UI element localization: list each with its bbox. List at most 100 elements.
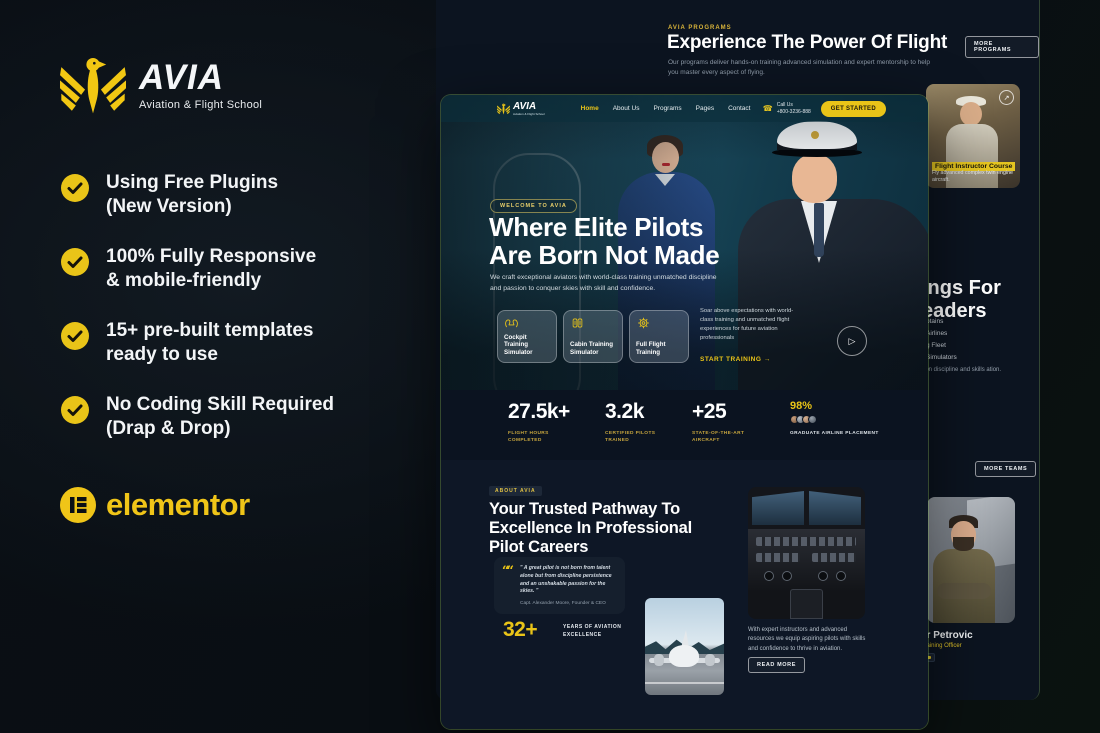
get-started-button[interactable]: GET STARTED — [820, 100, 886, 117]
center-console-shape — [790, 589, 823, 619]
stat-value: +25 — [692, 400, 727, 423]
cockpit-dash-shape — [748, 529, 865, 619]
check-icon — [61, 322, 89, 350]
card-label: Cockpit Training Simulator — [504, 333, 533, 356]
start-training-link[interactable]: START TRAINING → — [700, 356, 771, 363]
feature-list: Using Free Plugins (New Version) 100% Ful… — [61, 171, 411, 467]
play-icon: ▷ — [848, 335, 856, 346]
card-cockpit-training[interactable]: Cockpit Training Simulator — [497, 310, 557, 363]
check-icon — [61, 396, 89, 424]
about-body-text: With expert instructors and advanced res… — [748, 627, 866, 652]
site-navbar: AVIA Aviation & Flight School Home About… — [441, 95, 928, 122]
front-site-mockup: AVIA Aviation & Flight School Home About… — [441, 95, 928, 729]
about-title: Your Trusted Pathway To Excellence In Pr… — [489, 500, 692, 557]
leaders-heading-line2: eaders — [922, 300, 987, 322]
elementor-logo: elementor — [60, 487, 250, 523]
stat-label: STATE-OF-THE-ART AIRCRAFT — [692, 431, 745, 443]
stat-label: GRADUATE AIRLINE PLACEMENT — [790, 431, 879, 436]
hero-side-text: Soar above expectations with world-class… — [700, 308, 794, 341]
quote-icon: ““ — [502, 564, 514, 579]
instructor-card-title: Flight Instructor Course — [932, 162, 1016, 171]
hero-subtitle: We craft exceptional aviators with world… — [490, 274, 717, 292]
leaders-list-item: Airlines — [926, 330, 948, 337]
nav-item-programs[interactable]: Programs — [653, 105, 682, 112]
site-logo-title: AVIA — [513, 100, 537, 112]
feature-line: 100% Fully Responsive — [106, 246, 317, 267]
cockpit-photo — [748, 487, 865, 619]
card-cabin-training[interactable]: Cabin Training Simulator — [563, 310, 623, 363]
programs-eyebrow: AVIA PROGRAMS — [668, 25, 732, 31]
instrument-row — [812, 553, 856, 562]
nav-item-contact[interactable]: Contact — [728, 105, 751, 112]
nav-menu: Home About Us Programs Pages Contact — [581, 105, 751, 112]
leaders-list: ptains Airlines g Fleet Simulators — [926, 318, 957, 366]
feature-line: No Coding Skill Required — [106, 394, 335, 415]
elementor-icon — [60, 487, 96, 523]
team-member-name: er Petrovic — [921, 630, 973, 641]
feature-item: 100% Fully Responsive & mobile-friendly — [61, 245, 411, 293]
team-member-beard-shape — [953, 537, 974, 551]
stat-label: FLIGHT HOURS COMPLETED — [508, 431, 549, 443]
hero-badge: WELCOME TO AVIA — [490, 199, 577, 213]
feature-line: 15+ pre-built templates — [106, 320, 314, 341]
nav-item-about[interactable]: About Us — [612, 105, 640, 112]
flight-instructor-card[interactable]: ↗ Flight Instructor Course Fly advanced … — [926, 84, 1020, 188]
feature-line: (Drap & Drop) — [106, 418, 231, 439]
team-member-photo — [927, 497, 1015, 623]
nav-item-pages[interactable]: Pages — [695, 105, 715, 112]
chip-dot — [926, 656, 931, 659]
nav-item-home[interactable]: Home — [580, 105, 599, 112]
cockpit-window-shape — [809, 491, 861, 525]
eagle-logo-icon — [497, 103, 510, 115]
brand-title: AVIA — [139, 57, 225, 97]
quote-author: Capt. Alexander Moore, Founder & CEO — [520, 601, 606, 607]
gauge-dial — [818, 571, 828, 581]
airplane-photo — [645, 598, 724, 695]
hero-title: Where Elite Pilots Are Born Not Made — [489, 212, 720, 271]
more-teams-button[interactable]: MORE TEAMS — [975, 461, 1037, 477]
feature-item: No Coding Skill Required (Drap & Drop) — [61, 393, 411, 441]
phone-icon: ☎ — [762, 104, 773, 113]
feature-item: 15+ pre-built templates ready to use — [61, 319, 411, 367]
instrument-row — [756, 537, 856, 546]
team-member-role: Training Officer — [921, 643, 962, 649]
hero-section: AVIA Aviation & Flight School Home About… — [441, 95, 928, 390]
avatar — [808, 415, 817, 424]
leaders-heading: ings For eaders — [922, 277, 1001, 323]
instrument-row — [756, 553, 800, 562]
check-icon — [61, 248, 89, 276]
nav-phone[interactable]: ☎ Call Us +800-3236-888 — [763, 102, 811, 116]
plane-engine-shape — [654, 654, 664, 666]
card-full-flight[interactable]: Full Flight Training — [629, 310, 689, 363]
plane-engine-shape — [705, 654, 715, 666]
read-more-button[interactable]: READ MORE — [748, 657, 806, 673]
stat-label: CERTIFIED PILOTS TRAINED — [605, 431, 656, 443]
card-label: Cabin Training Simulator — [570, 341, 613, 356]
instructor-head-shape — [960, 102, 982, 126]
gauge-dial — [764, 571, 774, 581]
more-programs-button[interactable]: MORE PROGRAMS — [965, 36, 1039, 58]
hero-title-line1: Where Elite Pilots — [489, 212, 704, 242]
feature-line: Using Free Plugins — [106, 172, 279, 193]
graduate-avatars — [790, 415, 817, 424]
cockpit-window-shape — [752, 491, 804, 525]
instructor-cap-shape — [956, 96, 986, 106]
instructor-body-shape — [946, 124, 998, 188]
feature-line: ready to use — [106, 344, 218, 365]
gear-icon — [638, 317, 649, 329]
site-logo[interactable]: AVIA Aviation & Flight School — [497, 100, 545, 116]
gauge-dial — [782, 571, 792, 581]
training-cards: Cockpit Training Simulator Cabin Trainin… — [497, 310, 689, 363]
quote-card: ““ " A great pilot is not born from tale… — [494, 557, 625, 614]
about-badge: ABOUT AVIA — [489, 486, 542, 496]
play-button[interactable]: ▷ — [837, 326, 867, 356]
arrow-up-right-icon[interactable]: ↗ — [999, 90, 1014, 105]
feature-line: & mobile-friendly — [106, 270, 262, 291]
hero-title-line2: Are Born Not Made — [489, 240, 720, 271]
years-label: YEARS OF AVIATION EXCELLENCE — [563, 624, 622, 638]
eagle-logo-icon — [60, 57, 126, 114]
stat-value: 3.2k — [605, 400, 644, 423]
brand-subtitle: Aviation & Flight School — [139, 98, 263, 111]
cabin-icon — [572, 318, 583, 328]
feature-line: (New Version) — [106, 196, 232, 217]
